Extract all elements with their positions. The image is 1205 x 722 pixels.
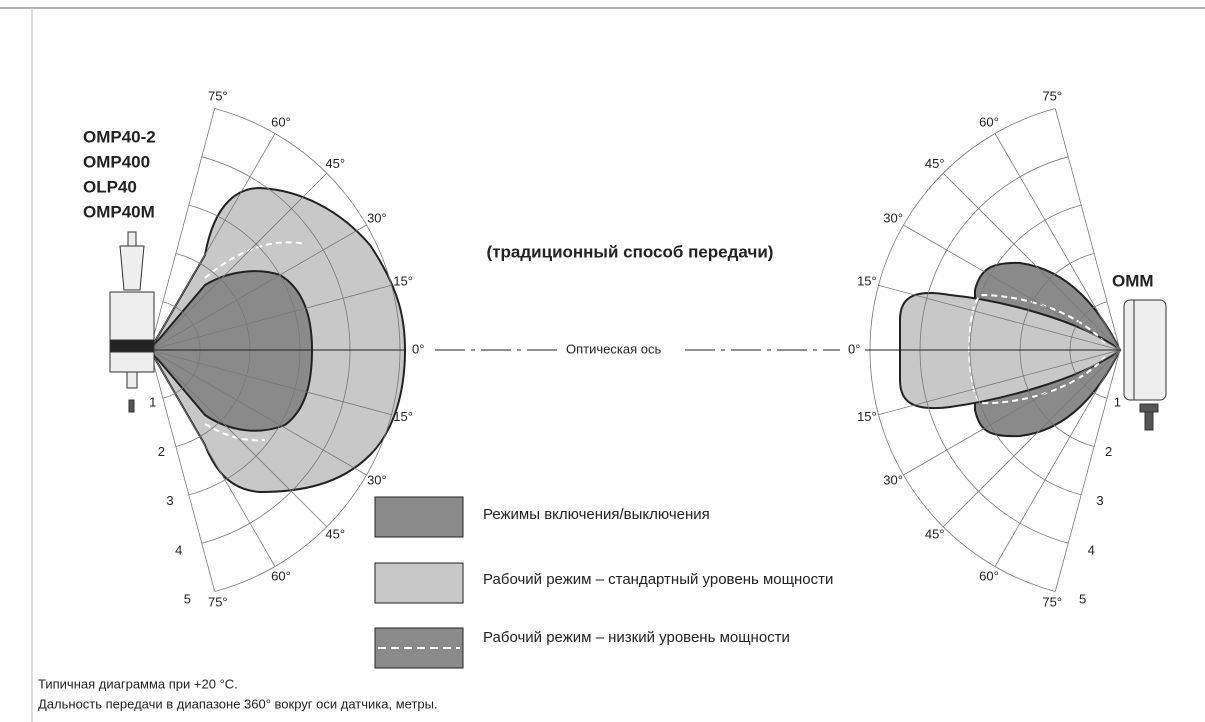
angle-ray <box>994 133 1121 351</box>
distance-label: 2 <box>158 444 165 459</box>
device-label: OMP400 <box>83 152 150 171</box>
angle-ray <box>149 349 216 592</box>
distance-label: 3 <box>1096 493 1103 508</box>
angle-ray <box>149 172 328 351</box>
device-label: OMP40-2 <box>83 127 156 146</box>
angle-ray <box>149 349 328 528</box>
device-label: ОММ <box>1112 271 1154 290</box>
angle-ray <box>1054 349 1121 592</box>
angle-label: 15° <box>393 409 413 424</box>
low-power-line <box>204 423 266 442</box>
axis-caption: Оптическая ось <box>566 341 661 356</box>
angle-ray <box>149 224 367 351</box>
device-label: OMP40M <box>83 202 155 221</box>
angle-label: 75° <box>1042 88 1062 103</box>
angle-label: 75° <box>208 88 228 103</box>
axis-label: 0° <box>848 341 860 356</box>
angle-label: 75° <box>1042 595 1062 610</box>
legend-swatch <box>374 496 464 538</box>
angle-label: 15° <box>393 274 413 289</box>
note: Типичная диаграмма при +20 °C. <box>38 676 238 691</box>
angle-ray <box>149 108 216 351</box>
angle-ray <box>994 349 1121 567</box>
note: Дальность передачи в диапазоне 360° вокр… <box>38 696 438 711</box>
angle-label: 75° <box>208 595 228 610</box>
angle-label: 60° <box>979 568 999 583</box>
angle-label: 45° <box>325 527 345 542</box>
low-power-line <box>204 241 306 279</box>
distance-label: 4 <box>1088 542 1095 557</box>
angle-ray <box>149 284 392 351</box>
angle-ray <box>1054 108 1121 351</box>
distance-label: 1 <box>149 395 156 410</box>
angle-ray <box>149 133 276 351</box>
legend-label: Режимы включения/выключения <box>483 506 710 523</box>
distance-label: 2 <box>1105 444 1112 459</box>
legend-label: Рабочий режим – стандартный уровень мощн… <box>483 571 833 588</box>
angle-label: 60° <box>979 115 999 130</box>
probe-icon <box>109 231 155 413</box>
on-off-zone <box>148 270 314 432</box>
distance-label: 5 <box>1079 592 1086 607</box>
angle-ray <box>149 349 392 416</box>
receiver-icon <box>1123 299 1167 431</box>
axis-label: 0° <box>412 341 424 356</box>
angle-label: 60° <box>271 115 291 130</box>
angle-label: 30° <box>367 472 387 487</box>
angle-label: 45° <box>325 156 345 171</box>
angle-ray <box>878 349 1121 416</box>
angle-ray <box>903 349 1121 476</box>
angle-label: 30° <box>883 210 903 225</box>
distance-label: 4 <box>175 542 182 557</box>
angle-ray <box>149 349 276 567</box>
angle-label: 45° <box>925 156 945 171</box>
legend-label: Рабочий режим – низкий уровень мощности <box>483 629 790 646</box>
subtitle: (традиционный способ передачи) <box>487 242 774 261</box>
angle-label: 30° <box>367 210 387 225</box>
angle-label: 15° <box>857 274 877 289</box>
angle-label: 15° <box>857 409 877 424</box>
angle-ray <box>942 172 1121 351</box>
angle-label: 60° <box>271 568 291 583</box>
angle-ray <box>942 349 1121 528</box>
angle-label: 45° <box>925 527 945 542</box>
distance-label: 1 <box>1114 395 1121 410</box>
distance-label: 3 <box>166 493 173 508</box>
device-label: OLP40 <box>83 177 137 196</box>
angle-ray <box>903 224 1121 351</box>
distance-label: 5 <box>184 592 191 607</box>
angle-ray <box>878 284 1121 351</box>
legend-swatch <box>374 562 464 604</box>
angle-label: 30° <box>883 472 903 487</box>
angle-ray <box>149 349 367 476</box>
